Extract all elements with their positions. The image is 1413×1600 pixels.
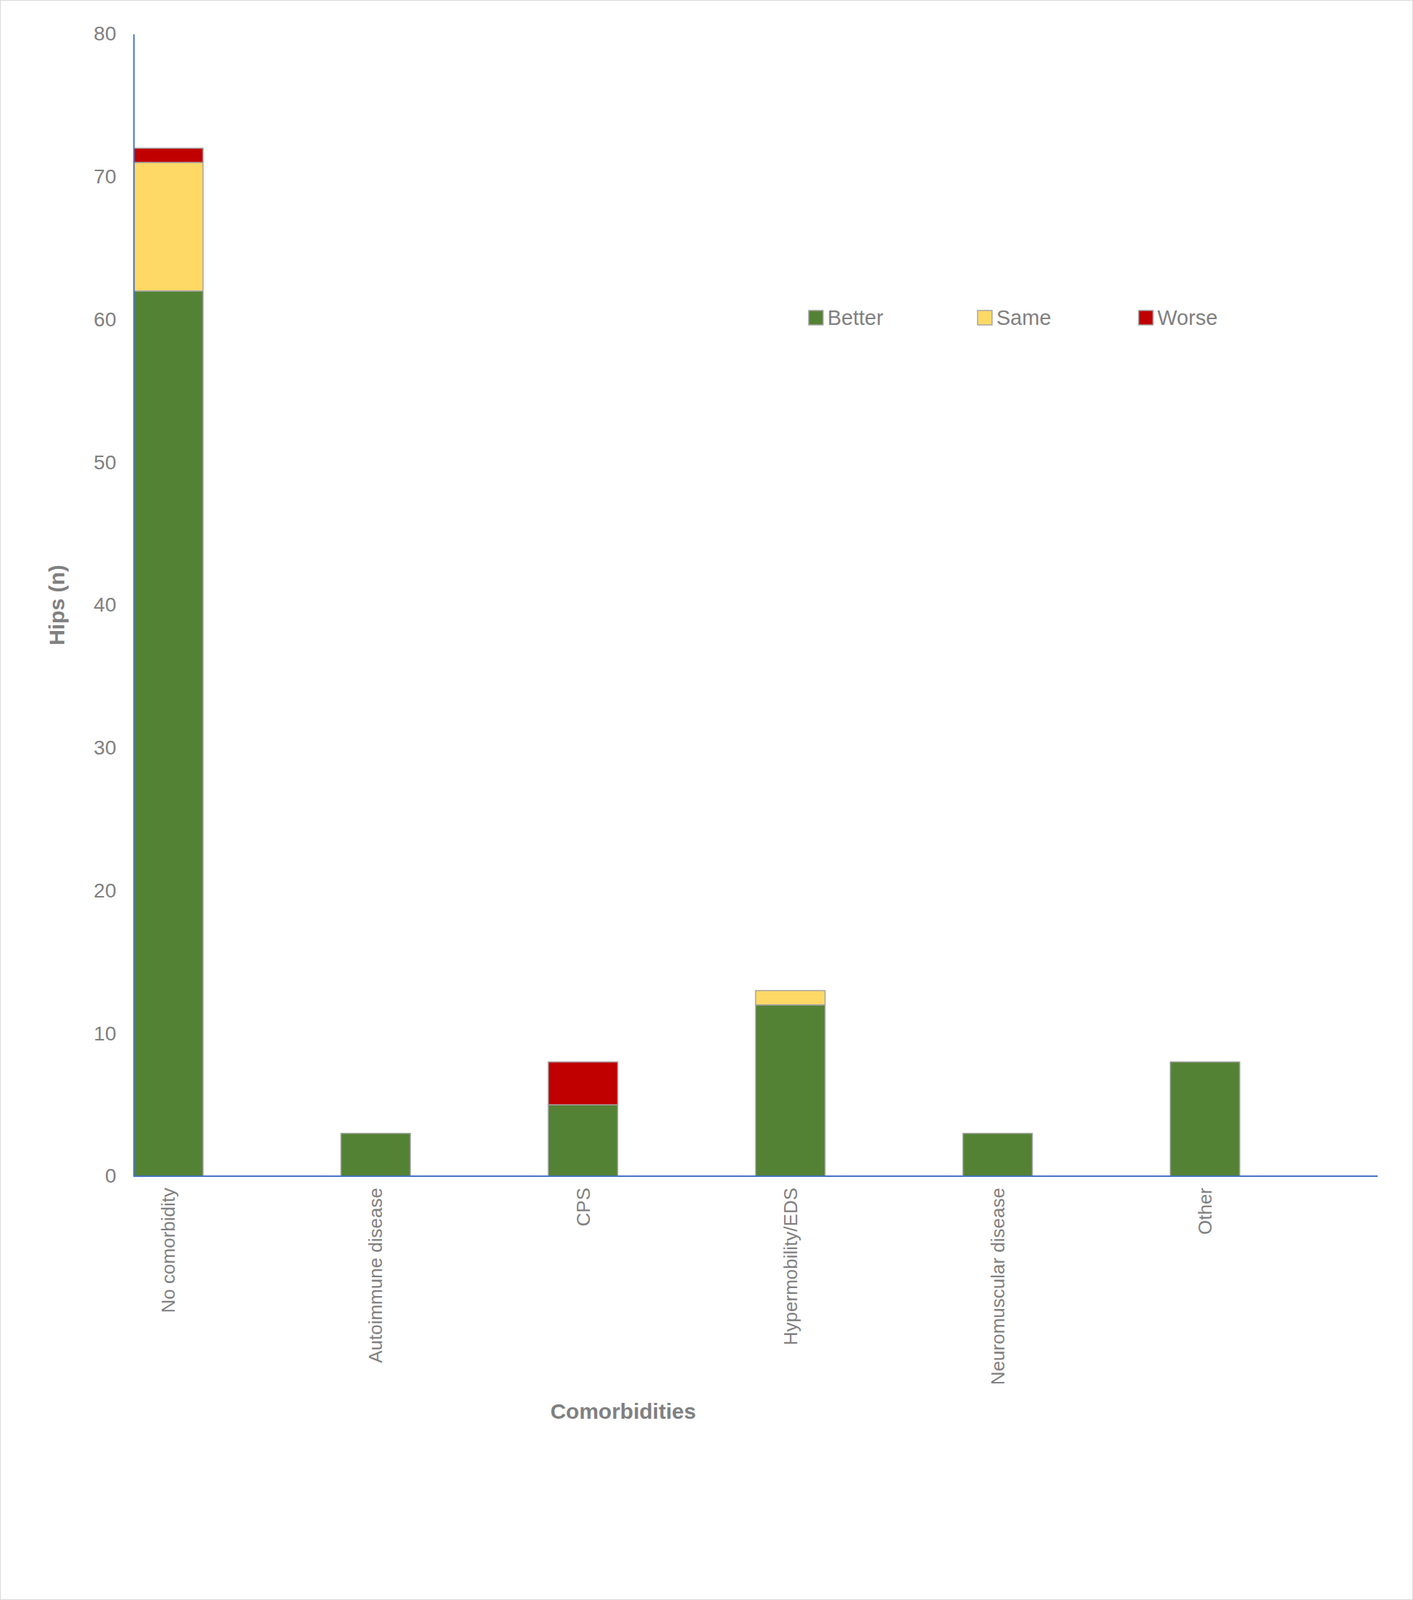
y-axis-title: Hips (n) — [44, 564, 69, 646]
y-tick: 10 — [93, 1022, 134, 1045]
legend-item: Better — [808, 306, 884, 330]
bar-segment — [340, 1132, 411, 1135]
legend-swatch — [1138, 310, 1154, 325]
y-tick: 0 — [104, 1164, 134, 1188]
bar-segment — [340, 1132, 411, 1135]
y-tick-label: 50 — [93, 451, 117, 474]
bar-segment — [340, 1133, 411, 1177]
y-tick-label: 80 — [93, 22, 117, 45]
legend-label: Same — [996, 306, 1052, 330]
y-tick-label: 0 — [104, 1164, 117, 1188]
legend-swatch — [977, 310, 993, 325]
chart-frame — [0, 0, 1413, 1600]
bar-segment — [1170, 1061, 1240, 1063]
y-tick: 40 — [93, 593, 134, 616]
x-tick-label: Autoimmune disease — [364, 1187, 387, 1364]
y-tick-label: 40 — [93, 593, 117, 616]
x-tick: Neuromuscular disease — [987, 1176, 1009, 1385]
y-tick: 60 — [93, 308, 134, 331]
bar-segment — [755, 990, 826, 1006]
x-tick-label: No comorbidity — [157, 1187, 180, 1313]
y-tick-label: 60 — [93, 308, 117, 331]
legend: Better Same Worse — [808, 306, 1218, 330]
bar-segment — [963, 1132, 1033, 1135]
y-tick: 20 — [93, 879, 134, 902]
bar-segment — [963, 1133, 1033, 1177]
legend-label: Better — [827, 306, 884, 330]
legend-item: Same — [977, 306, 1052, 330]
x-axis: No comorbidity Autoimmune disease CPS Hyper… — [133, 1176, 1378, 1385]
y-tick-label: 70 — [93, 165, 117, 188]
x-tick: Autoimmune disease — [364, 1176, 387, 1364]
x-tick: Hypermobility/EDS — [779, 1176, 802, 1346]
y-tick: 30 — [93, 736, 134, 759]
x-tick: Other — [1194, 1176, 1216, 1235]
legend-label: Worse — [1157, 306, 1218, 330]
bar-segment — [133, 290, 203, 1177]
x-tick-label: Neuromuscular disease — [987, 1187, 1009, 1385]
y-axis-line — [133, 34, 136, 1177]
x-tick: CPS — [572, 1176, 595, 1226]
y-tick: 70 — [93, 165, 134, 188]
y-tick-label: 10 — [93, 1022, 117, 1045]
bar-segment — [1170, 1062, 1240, 1177]
plot: 0 10 20 30 40 50 60 70 80 No comorbidity Autoimmun… — [93, 22, 1378, 1385]
y-tick-label: 30 — [93, 736, 117, 759]
x-tick: No comorbidity — [157, 1176, 180, 1313]
x-axis-line — [133, 1175, 1378, 1177]
bar-segment — [1170, 1061, 1240, 1063]
x-tick-label: Hypermobility/EDS — [779, 1187, 802, 1346]
y-tick: 80 — [93, 22, 134, 45]
bar-segment — [133, 162, 203, 291]
bar-segment — [963, 1132, 1033, 1135]
y-tick-label: 20 — [93, 879, 117, 902]
bar-segment — [548, 1062, 618, 1105]
bars — [133, 148, 1240, 1177]
legend-item: Worse — [1138, 306, 1218, 330]
bar-segment — [133, 148, 203, 163]
x-tick-label: Other — [1194, 1187, 1216, 1235]
bar-segment — [755, 1005, 826, 1177]
x-axis-title: Comorbidities — [550, 1399, 697, 1424]
bar-segment — [755, 989, 826, 992]
x-tick-label: CPS — [572, 1187, 595, 1226]
bar-segment — [548, 1104, 618, 1177]
chart: 0 10 20 30 40 50 60 70 80 No comorbidity Autoimmun… — [0, 0, 1413, 1600]
y-tick: 50 — [93, 451, 134, 474]
legend-swatch — [808, 310, 824, 325]
y-axis: 0 10 20 30 40 50 60 70 80 — [93, 22, 135, 1188]
